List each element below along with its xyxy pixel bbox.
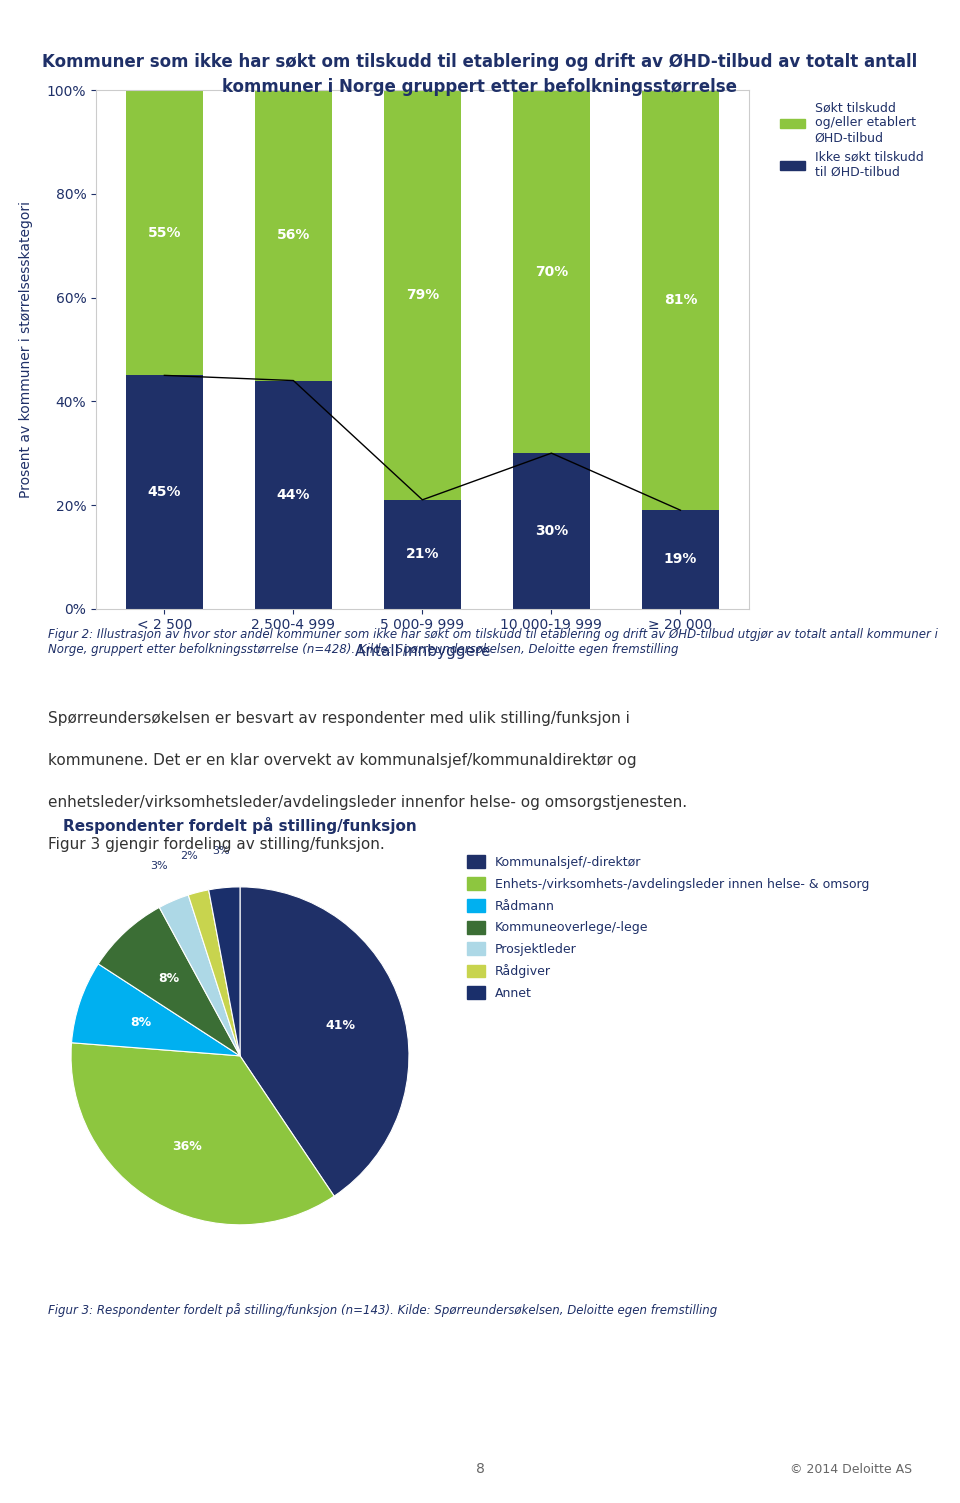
Text: kommunene. Det er en klar overvekt av kommunalsjef/kommunaldirektør og: kommunene. Det er en klar overvekt av ko… bbox=[48, 753, 636, 768]
Legend: Søkt tilskudd
og/eller etablert
ØHD-tilbud, Ikke søkt tilskudd
til ØHD-tilbud: Søkt tilskudd og/eller etablert ØHD-tilb… bbox=[775, 96, 928, 183]
Bar bbox=[254, 90, 332, 380]
Text: 81%: 81% bbox=[663, 293, 697, 307]
Text: 8: 8 bbox=[475, 1462, 485, 1476]
Text: 3%: 3% bbox=[150, 861, 168, 872]
Bar bbox=[126, 376, 204, 609]
Bar bbox=[641, 510, 719, 609]
Text: 41%: 41% bbox=[325, 1019, 355, 1033]
Bar bbox=[126, 90, 204, 376]
Text: Spørreundersøkelsen er besvart av respondenter med ulik stilling/funksjon i: Spørreundersøkelsen er besvart av respon… bbox=[48, 711, 630, 726]
Text: 55%: 55% bbox=[148, 225, 181, 240]
Text: Figur 3 gjengir fordeling av stilling/funksjon.: Figur 3 gjengir fordeling av stilling/fu… bbox=[48, 837, 385, 852]
Wedge shape bbox=[208, 887, 240, 1057]
Wedge shape bbox=[240, 887, 409, 1196]
Text: 21%: 21% bbox=[406, 547, 439, 561]
Wedge shape bbox=[72, 963, 240, 1057]
Text: 70%: 70% bbox=[535, 265, 568, 278]
Text: © 2014 Deloitte AS: © 2014 Deloitte AS bbox=[790, 1462, 912, 1476]
Bar bbox=[641, 90, 719, 510]
Wedge shape bbox=[188, 890, 240, 1057]
Text: Kommuner som ikke har søkt om tilskudd til etablering og drift av ØHD-tilbud av : Kommuner som ikke har søkt om tilskudd t… bbox=[42, 53, 918, 71]
Bar bbox=[513, 90, 590, 454]
Wedge shape bbox=[71, 1043, 334, 1225]
Text: 30%: 30% bbox=[535, 525, 568, 538]
Text: 36%: 36% bbox=[172, 1139, 202, 1153]
Wedge shape bbox=[159, 894, 240, 1057]
Text: 19%: 19% bbox=[663, 553, 697, 567]
Wedge shape bbox=[98, 908, 240, 1057]
Bar bbox=[384, 90, 461, 500]
Bar bbox=[254, 380, 332, 609]
Bar bbox=[513, 454, 590, 609]
Y-axis label: Prosent av kommuner i størrelsesskategori: Prosent av kommuner i størrelsesskategor… bbox=[19, 201, 33, 497]
Text: Figur 3: Respondenter fordelt på stilling/funksjon (n=143). Kilde: Spørreundersø: Figur 3: Respondenter fordelt på stillin… bbox=[48, 1303, 717, 1317]
Text: enhetsleder/virksomhetsleder/avdelingsleder innenfor helse- og omsorgstjenesten.: enhetsleder/virksomhetsleder/avdelingsle… bbox=[48, 795, 687, 810]
Bar bbox=[384, 500, 461, 609]
Title: Respondenter fordelt på stilling/funksjon: Respondenter fordelt på stilling/funksjo… bbox=[63, 816, 417, 834]
Text: 2%: 2% bbox=[180, 851, 198, 861]
Text: 44%: 44% bbox=[276, 487, 310, 502]
Text: Figur 2: Illustrasjon av hvor stor andel kommuner som ikke har søkt om tilskudd : Figur 2: Illustrasjon av hvor stor andel… bbox=[48, 628, 938, 657]
Text: 3%: 3% bbox=[212, 846, 229, 855]
Text: 8%: 8% bbox=[131, 1016, 152, 1028]
Text: 45%: 45% bbox=[148, 485, 181, 499]
Text: 8%: 8% bbox=[158, 972, 180, 986]
Text: 56%: 56% bbox=[276, 228, 310, 242]
Text: 79%: 79% bbox=[406, 289, 439, 302]
X-axis label: Antall innbyggere: Antall innbyggere bbox=[354, 643, 491, 658]
Text: kommuner i Norge gruppert etter befolkningsstørrelse: kommuner i Norge gruppert etter befolkni… bbox=[223, 78, 737, 96]
Legend: Kommunalsjef/-direktør, Enhets-/virksomhets-/avdelingsleder innen helse- & omsor: Kommunalsjef/-direktør, Enhets-/virksomh… bbox=[468, 855, 869, 999]
